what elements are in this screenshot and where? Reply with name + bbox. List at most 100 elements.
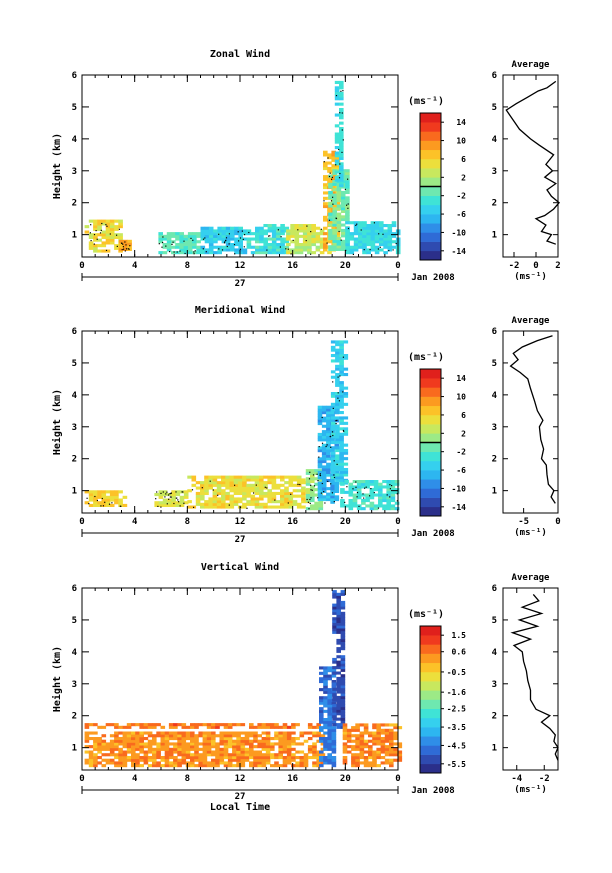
heatmap-cell (190, 742, 195, 746)
heatmap-cell (339, 470, 344, 474)
heatmap-cell (249, 739, 254, 743)
heatmap-cell (351, 764, 356, 768)
heatmap-cell (311, 237, 316, 241)
contour-speck (358, 505, 360, 507)
heatmap-cell (336, 660, 341, 664)
heatmap-cell (376, 753, 381, 757)
heatmap-cell (139, 731, 144, 735)
contour-speck (336, 463, 338, 465)
heatmap-cell (330, 427, 336, 431)
heatmap-cell (351, 758, 356, 762)
heatmap-cell (315, 226, 321, 230)
heatmap-cell (240, 761, 246, 765)
heatmap-cell (212, 478, 218, 482)
heatmap-cell (213, 237, 218, 241)
heatmap-cell (147, 750, 153, 754)
heatmap-cell (225, 240, 231, 244)
heatmap-cell (343, 443, 349, 447)
heatmap-cell (84, 734, 90, 738)
heatmap-cell (229, 502, 235, 506)
heatmap-cell (105, 742, 111, 746)
colorbar-segment (420, 662, 441, 673)
contour-speck (127, 248, 129, 250)
colorbar-segment (420, 177, 441, 187)
heatmap-cell (217, 234, 222, 238)
heatmap-cell (84, 490, 90, 494)
heatmap-cell (171, 251, 176, 255)
heatmap-cell (93, 495, 98, 499)
heatmap-cell (358, 226, 363, 230)
heatmap-cell (317, 408, 323, 412)
heatmap-cell (263, 240, 268, 244)
heatmap-cell (372, 758, 377, 762)
heatmap-cell (374, 229, 380, 233)
heatmap-cell (88, 761, 94, 765)
heatmap-cell (342, 731, 348, 735)
heatmap-cell (330, 419, 335, 423)
heatmap-cell (191, 478, 197, 482)
heatmap-cell (242, 478, 247, 482)
heatmap-cell (219, 739, 225, 743)
heatmap-cell (323, 756, 328, 760)
heatmap-cell (346, 750, 352, 754)
heatmap-cell (286, 756, 292, 760)
heatmap-cell (394, 482, 400, 486)
heatmap-cell (221, 245, 227, 249)
heatmap-cell (240, 758, 246, 762)
heatmap-cell (336, 237, 342, 241)
heatmap-cell (340, 690, 346, 694)
heatmap-cell (307, 243, 312, 247)
heatmap-cell (216, 486, 222, 490)
heatmap-cell (204, 489, 209, 493)
heatmap-cell (362, 226, 367, 230)
heatmap-cell (114, 737, 119, 741)
heatmap-cell (84, 723, 90, 727)
heatmap-cell (327, 758, 332, 762)
contour-speck (310, 497, 312, 499)
heatmap-cell (206, 737, 212, 741)
avg-x-label: (ms⁻¹) (514, 785, 547, 795)
heatmap-cell (331, 167, 336, 171)
heatmap-cell (376, 742, 381, 746)
heatmap-cell (211, 745, 216, 749)
heatmap-cell (227, 725, 233, 729)
heatmap-cell (223, 756, 229, 760)
heatmap-cell (227, 761, 233, 765)
heatmap-cell (126, 742, 132, 746)
heatmap-cell (271, 232, 277, 236)
heatmap-cell (296, 478, 302, 482)
heatmap-cell (302, 226, 308, 230)
colorbar-segment (420, 214, 441, 224)
heatmap-cell (190, 745, 195, 749)
heatmap-cell (374, 245, 380, 249)
heatmap-cell (162, 251, 168, 255)
heatmap-cell (139, 725, 144, 729)
heatmap-cell (291, 764, 296, 768)
heatmap-cell (126, 725, 132, 729)
heatmap-cell (323, 161, 328, 165)
heatmap-cell (348, 490, 354, 494)
heatmap-cell (236, 756, 241, 760)
heatmap-cell (339, 110, 344, 114)
heatmap-cell (327, 715, 332, 719)
heatmap-cell (335, 424, 340, 428)
heatmap-cell (198, 753, 203, 757)
heatmap-cell (356, 507, 362, 511)
heatmap-cell (200, 494, 205, 498)
heatmap-cell (246, 502, 251, 506)
heatmap-cell (261, 753, 267, 757)
heatmap-cell (227, 742, 233, 746)
heatmap-cell (321, 479, 327, 483)
heatmap-cell (323, 742, 328, 746)
heatmap-cell (211, 750, 216, 754)
heatmap-cell (327, 666, 332, 670)
heatmap-cell (305, 496, 311, 500)
heatmap-cell (280, 494, 285, 498)
heatmap-cell (332, 245, 337, 249)
colorbar-segment (420, 378, 441, 388)
heatmap-cell (219, 756, 225, 760)
heatmap-cell (310, 474, 315, 478)
heatmap-cell (323, 731, 328, 735)
heatmap-cell (358, 234, 363, 238)
contour-speck (279, 246, 281, 248)
